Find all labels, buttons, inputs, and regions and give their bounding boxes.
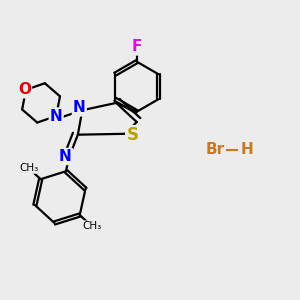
Text: CH₃: CH₃ [19, 163, 38, 173]
Text: N: N [50, 109, 63, 124]
Text: H: H [241, 142, 253, 158]
Text: N: N [73, 100, 86, 116]
Text: O: O [18, 82, 31, 97]
Text: CH₃: CH₃ [82, 221, 101, 231]
Text: Br: Br [205, 142, 224, 158]
Text: S: S [126, 126, 138, 144]
Text: N: N [59, 149, 72, 164]
Text: F: F [132, 39, 142, 54]
